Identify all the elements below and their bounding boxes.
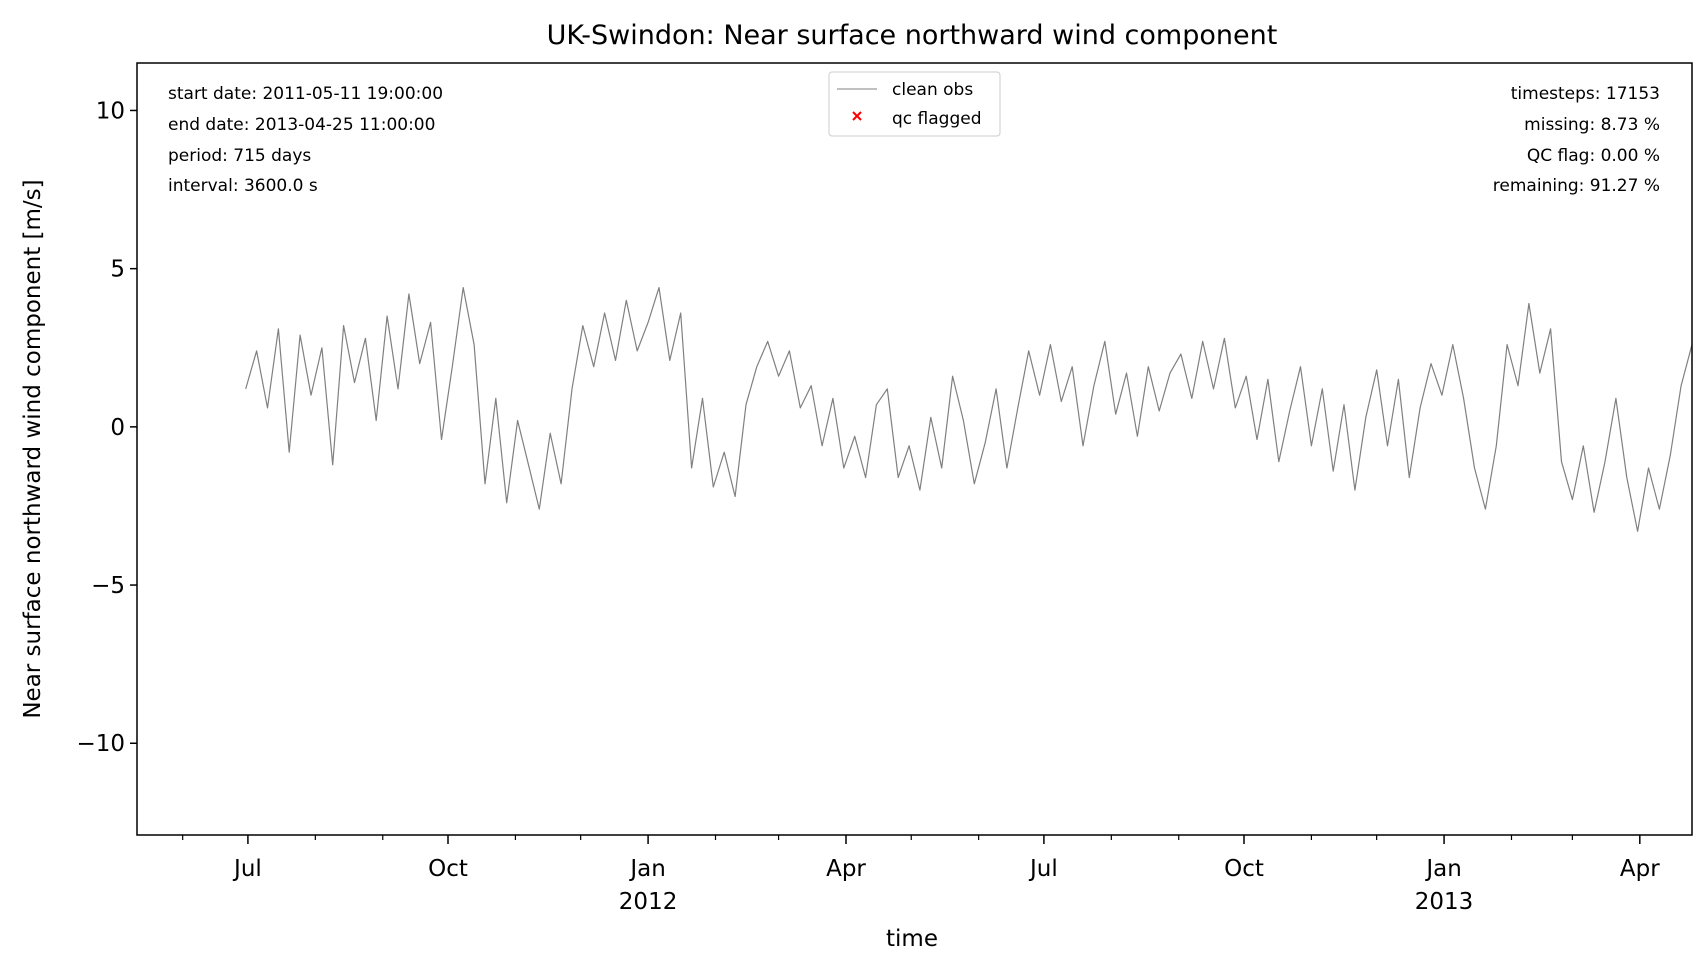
info-start-date: start date: 2011-05-11 19:00:00	[168, 84, 443, 104]
info-remaining: remaining: 91.27 %	[1493, 176, 1660, 196]
y-tick-label: 10	[96, 98, 125, 124]
info-interval: interval: 3600.0 s	[168, 176, 318, 196]
x-axis: Jul Oct Jan 2012 Apr Jul Oct Jan 2013 Apr	[182, 835, 1660, 915]
info-missing: missing: 8.73 %	[1524, 115, 1660, 135]
x-tick-label: Jan	[628, 856, 665, 882]
legend: clean obs qc flagged	[828, 71, 1001, 137]
x-tick-label: Jul	[1028, 856, 1058, 882]
y-tick-label: −10	[76, 731, 125, 757]
x-axis-label: time	[886, 926, 938, 952]
y-axis-label: Near surface northward wind component [m…	[20, 179, 46, 718]
x-tick-label: Apr	[826, 856, 866, 882]
series-layer	[245, 287, 1692, 532]
x-tick-year-label: 2012	[619, 889, 678, 915]
info-timesteps: timesteps: 17153	[1511, 84, 1660, 104]
info-left: start date: 2011-05-11 19:00:00 end date…	[168, 84, 443, 196]
plot-frame	[136, 62, 1693, 836]
y-tick-label: 0	[110, 415, 125, 441]
info-right: timesteps: 17153 missing: 8.73 % QC flag…	[1493, 84, 1660, 196]
info-qc-flag: QC flag: 0.00 %	[1527, 146, 1660, 166]
x-tick-label: Oct	[428, 856, 468, 882]
chart-title: UK-Swindon: Near surface northward wind …	[547, 20, 1278, 51]
legend-box	[828, 71, 1001, 137]
legend-clean-obs-label: clean obs	[892, 80, 973, 100]
x-tick-label: Oct	[1224, 856, 1264, 882]
series-line-clean-obs	[245, 287, 1692, 532]
info-period: period: 715 days	[168, 146, 311, 166]
x-tick-label: Jan	[1424, 856, 1461, 882]
y-axis: 10 5 0 −5 −10	[76, 98, 137, 757]
x-tick-label: Jul	[232, 856, 262, 882]
y-tick-label: 5	[110, 257, 125, 283]
y-tick-label: −5	[91, 573, 125, 599]
legend-qc-flagged-swatch	[852, 111, 862, 121]
info-end-date: end date: 2013-04-25 11:00:00	[168, 115, 435, 135]
x-tick-label: Apr	[1620, 856, 1660, 882]
legend-qc-flagged-label: qc flagged	[892, 109, 982, 129]
x-tick-year-label: 2013	[1415, 889, 1474, 915]
